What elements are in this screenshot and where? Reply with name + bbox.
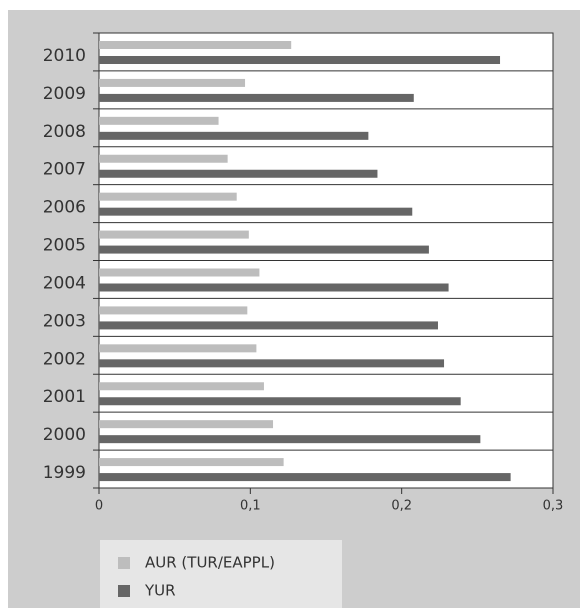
bar [99, 207, 413, 216]
x-tick-label: 0 [95, 499, 103, 514]
y-tick-label: 2002 [43, 349, 86, 369]
legend-swatch [118, 557, 130, 569]
bar [99, 458, 284, 467]
bar [99, 359, 445, 368]
y-tick-label: 1999 [43, 463, 86, 483]
bar [99, 382, 264, 391]
legend-label: YUR [144, 582, 176, 600]
x-tick-label: 0,3 [543, 499, 564, 514]
y-tick-label: 2006 [43, 198, 86, 218]
bar [99, 435, 481, 444]
bar [99, 116, 219, 125]
y-tick-label: 2003 [43, 311, 86, 331]
bar [99, 192, 237, 201]
bar [99, 154, 228, 163]
bar [99, 397, 461, 406]
y-tick-label: 2009 [43, 84, 86, 104]
y-tick-label: 2000 [43, 425, 86, 445]
bar [99, 56, 501, 64]
bar [99, 245, 429, 254]
bar [99, 473, 511, 482]
bar [99, 169, 378, 178]
bar [99, 41, 292, 49]
y-tick-label: 2005 [43, 236, 86, 256]
bar [99, 93, 414, 102]
bar [99, 268, 260, 277]
bar [99, 420, 274, 429]
bar [99, 283, 449, 292]
bar [99, 230, 249, 239]
bar [99, 321, 438, 330]
x-tick-label: 0,1 [240, 499, 261, 514]
legend-box [100, 540, 342, 608]
y-tick-label: 2004 [43, 273, 86, 293]
bar [99, 131, 369, 140]
y-tick-label: 2001 [43, 387, 86, 407]
y-tick-label: 2010 [43, 46, 86, 66]
y-tick-label: 2008 [43, 122, 86, 142]
legend-label: AUR (TUR/EAPPL) [145, 554, 275, 572]
bar [99, 306, 248, 315]
x-tick-label: 0,2 [391, 499, 412, 514]
bar [99, 344, 257, 353]
y-tick-label: 2007 [43, 160, 86, 180]
legend-swatch [118, 585, 130, 597]
bar [99, 78, 246, 87]
